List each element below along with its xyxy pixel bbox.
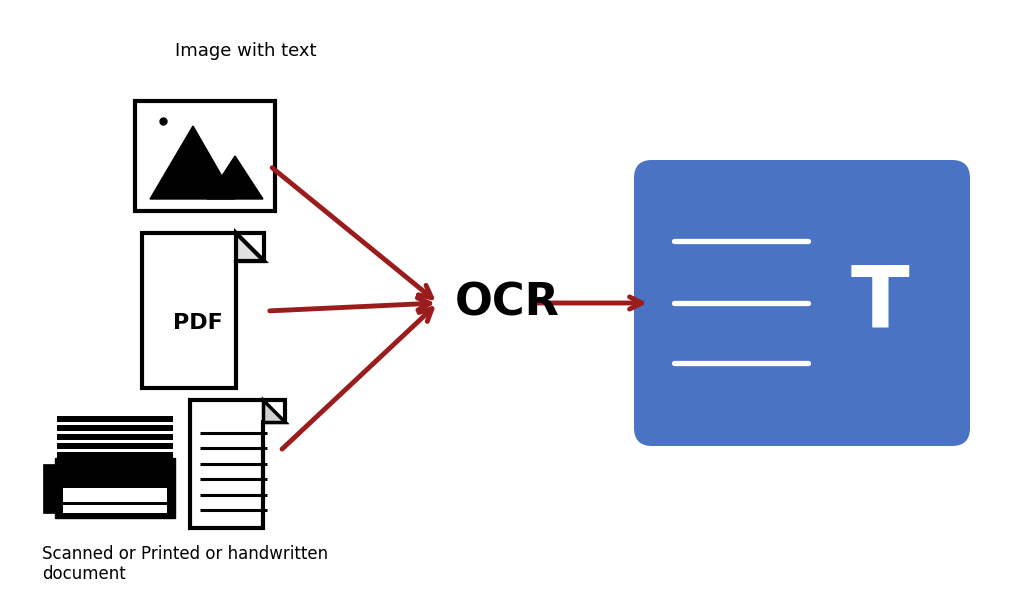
Bar bbox=[55, 458, 175, 518]
Polygon shape bbox=[190, 400, 285, 528]
Polygon shape bbox=[150, 126, 234, 199]
Bar bbox=[57, 425, 173, 430]
Text: Image with text: Image with text bbox=[175, 42, 316, 60]
Polygon shape bbox=[207, 156, 263, 199]
Polygon shape bbox=[263, 400, 285, 422]
Text: T: T bbox=[851, 262, 909, 344]
Bar bbox=[63, 487, 167, 502]
Polygon shape bbox=[236, 233, 264, 261]
FancyBboxPatch shape bbox=[634, 160, 970, 446]
Text: Scanned or Printed or handwritten
document: Scanned or Printed or handwritten docume… bbox=[42, 545, 328, 584]
Bar bbox=[57, 443, 173, 448]
Bar bbox=[63, 505, 167, 513]
Bar bbox=[57, 452, 173, 458]
Bar bbox=[57, 434, 173, 439]
Bar bbox=[57, 416, 173, 422]
Text: PDF: PDF bbox=[173, 313, 223, 333]
Text: OCR: OCR bbox=[455, 282, 560, 324]
Polygon shape bbox=[142, 233, 264, 388]
Bar bbox=[135, 101, 275, 211]
Bar bbox=[43, 464, 57, 513]
